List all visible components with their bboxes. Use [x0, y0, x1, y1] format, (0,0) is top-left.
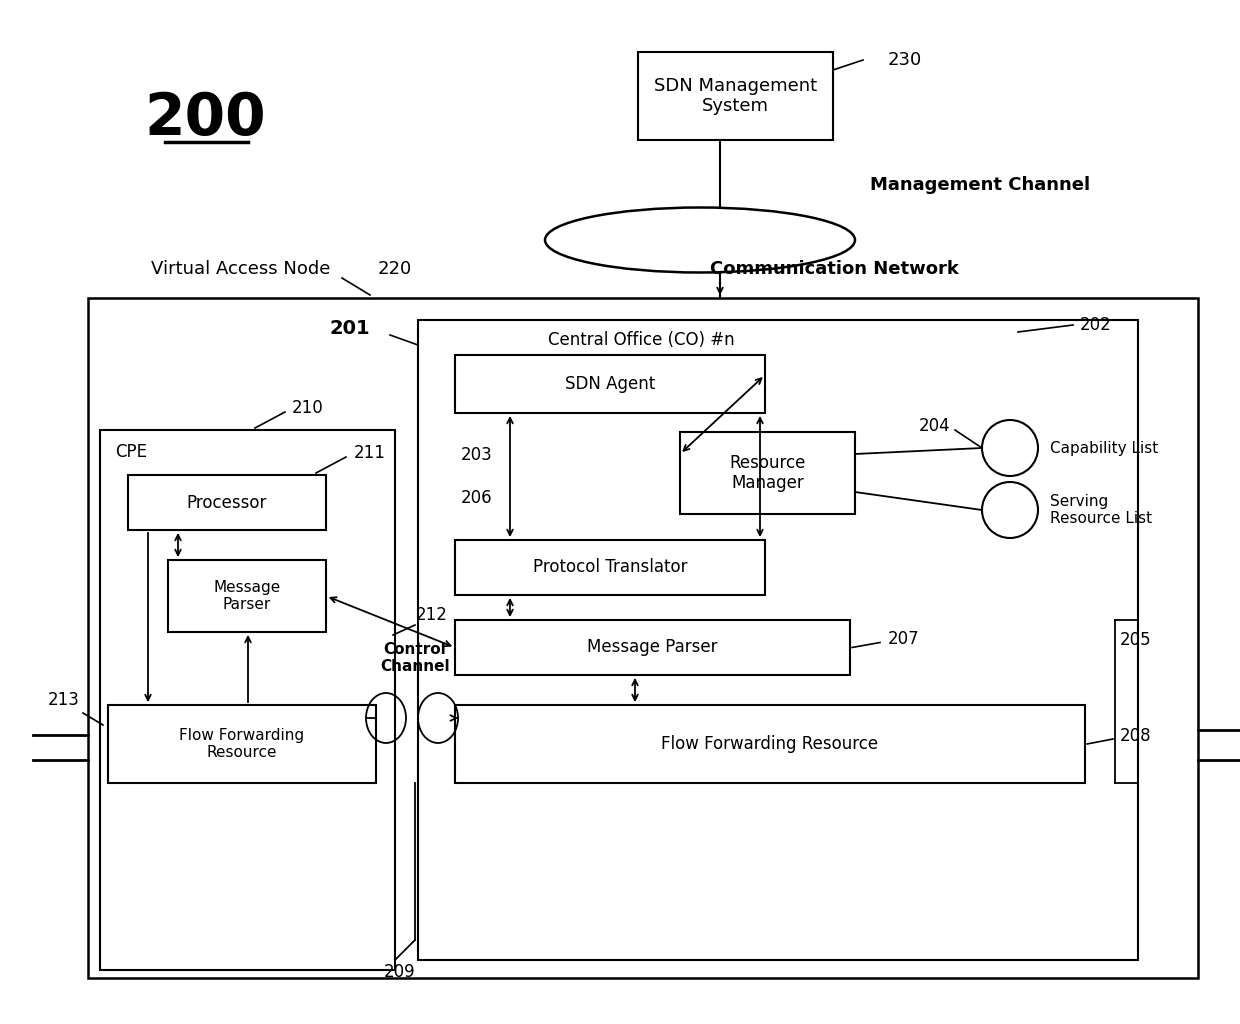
Text: 212: 212	[415, 606, 448, 624]
Text: 220: 220	[378, 260, 412, 278]
Bar	[680, 432, 856, 514]
Text: CPE: CPE	[115, 443, 148, 461]
Bar	[100, 430, 396, 970]
Text: 230: 230	[888, 51, 923, 69]
Text: 207: 207	[888, 631, 920, 648]
Bar	[455, 540, 765, 595]
Text: 202: 202	[1080, 316, 1112, 334]
Text: Virtual Access Node: Virtual Access Node	[150, 260, 330, 278]
Bar	[167, 560, 326, 632]
Bar	[455, 620, 849, 675]
Bar	[418, 319, 1138, 961]
Bar	[108, 705, 376, 783]
Text: Serving
Resource List: Serving Resource List	[1050, 494, 1152, 526]
Text: Processor: Processor	[187, 494, 267, 512]
Text: 208: 208	[1120, 727, 1152, 745]
Bar	[88, 298, 1198, 978]
Text: 203: 203	[460, 446, 492, 464]
Text: Capability List: Capability List	[1050, 440, 1158, 456]
Text: 213: 213	[48, 691, 81, 709]
Bar	[639, 52, 833, 140]
Bar	[455, 705, 1085, 783]
Text: Resource
Manager: Resource Manager	[729, 454, 806, 493]
Text: 210: 210	[291, 399, 324, 417]
Text: 205: 205	[1120, 631, 1152, 649]
Text: 201: 201	[330, 318, 370, 338]
Text: 200: 200	[144, 89, 265, 146]
Text: Central Office (CO) #n: Central Office (CO) #n	[548, 331, 734, 349]
Text: 211: 211	[353, 444, 386, 462]
Text: Flow Forwarding
Resource: Flow Forwarding Resource	[180, 728, 305, 760]
Text: Flow Forwarding Resource: Flow Forwarding Resource	[661, 735, 879, 753]
Text: 204: 204	[919, 417, 950, 435]
Bar	[128, 475, 326, 530]
Text: Communication Network: Communication Network	[711, 260, 959, 278]
Text: 209: 209	[384, 963, 415, 981]
Bar	[455, 355, 765, 413]
Text: SDN Agent: SDN Agent	[565, 375, 655, 393]
Text: Control
Channel: Control Channel	[381, 642, 450, 674]
Text: 206: 206	[460, 489, 492, 507]
Text: SDN Management
System: SDN Management System	[653, 77, 817, 116]
Text: Message Parser: Message Parser	[588, 639, 718, 656]
Text: Management Channel: Management Channel	[870, 176, 1090, 194]
Text: Protocol Translator: Protocol Translator	[533, 558, 687, 577]
Text: Message
Parser: Message Parser	[213, 580, 280, 612]
